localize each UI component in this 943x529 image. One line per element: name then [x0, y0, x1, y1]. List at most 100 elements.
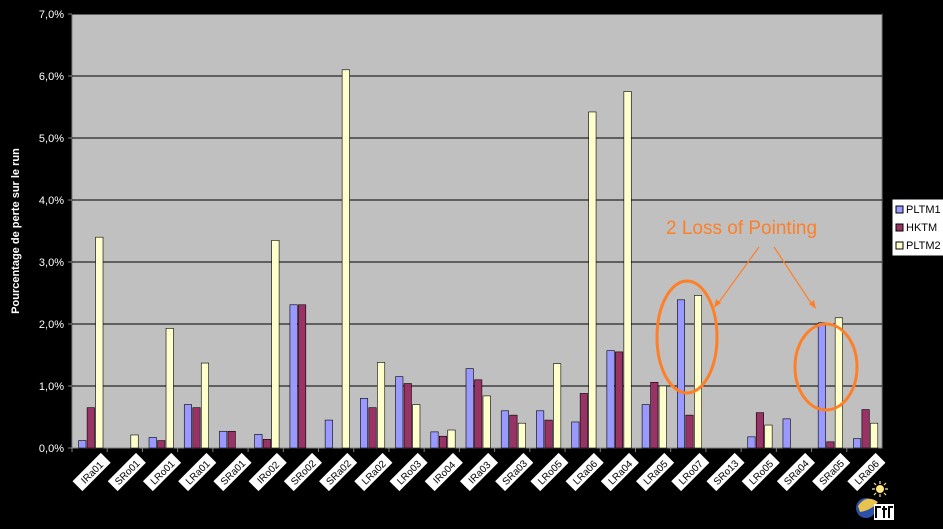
x-category-label-bg [107, 452, 146, 492]
bar-hktm-ira01 [86, 407, 95, 449]
bar-pltm2-lra02 [377, 362, 386, 449]
bar-pltm1-lra05 [641, 404, 650, 449]
annotation-arrow-left [716, 246, 760, 306]
annotation-arrowhead-left [714, 299, 721, 308]
bar-pltm2-ira03 [482, 395, 491, 449]
bar-pltm1-lro05 [747, 436, 756, 449]
bar-hktm-lra06 [861, 409, 870, 449]
y-tick-label: 1,0% [39, 381, 64, 393]
bar-hktm-lro07 [685, 414, 694, 449]
legend-label-pltm1: PLTM1 [906, 204, 941, 216]
bar-hktm-lra06 [579, 393, 588, 449]
bar-hktm-lro05 [544, 419, 553, 449]
bar-hktm-lro05 [755, 412, 764, 449]
bar-pltm1-lra01 [183, 404, 192, 449]
bar-pltm2-lro05 [764, 424, 773, 449]
bar-pltm1-sra01 [219, 430, 228, 449]
x-category-label: LRo05 [530, 452, 569, 492]
x-category-label-bg [459, 452, 499, 492]
bar-pltm2-ira01 [95, 236, 104, 449]
bar-pltm2-lra06 [588, 111, 597, 449]
bar-hktm-lra01 [192, 407, 201, 449]
cnrs-logo [856, 481, 894, 520]
x-category-label-bg [142, 452, 182, 492]
bar-pltm1-ira03 [465, 368, 474, 449]
x-category-label: SRa05 [812, 452, 851, 492]
y-axis-ticks: 0,0% 1,0% 2,0% 3,0% 4,0% 5,0% 6,0% 7,0% [39, 9, 72, 455]
bar-pltm1-ira01 [78, 440, 87, 449]
x-category-label: SRa01 [213, 452, 252, 492]
bars [78, 69, 879, 449]
legend-swatch-hktm [895, 223, 904, 232]
bar-pltm2-lro01 [165, 328, 174, 449]
x-category-label-bg [635, 452, 675, 492]
x-category-label-bg [283, 452, 323, 492]
x-category-label: IRa03 [459, 452, 499, 492]
x-category-label-bg [213, 452, 252, 492]
y-axis-label: Pourcentage de perte sur le run [10, 148, 22, 314]
x-category-label: SRo13 [706, 452, 745, 492]
bar-pltm1-lro07 [677, 299, 686, 449]
x-category-label-bg [319, 452, 358, 492]
annotation-arrow-right [773, 246, 814, 307]
loss-of-pointing-annotation: 2 Loss of Pointing [655, 218, 859, 412]
bar-pltm2-iro02 [271, 240, 280, 449]
bar-hktm-ira03 [474, 379, 483, 449]
x-category-label: LRa02 [354, 452, 393, 492]
x-category-label-bg [72, 452, 111, 492]
y-tick-label: 6,0% [39, 71, 64, 83]
annotation-circle-right [793, 322, 859, 412]
x-category-label: SRo01 [107, 452, 146, 492]
legend-swatch-pltm2 [895, 241, 904, 250]
legend-label-pltm2: PLTM2 [906, 240, 941, 252]
x-category-label: SRo02 [283, 452, 323, 492]
x-axis-categories: IRa01 SRo01 LRo01 LRa01 SRa01 IRo02 SRo02 SRa02… [71, 448, 886, 492]
x-category-label: IRo02 [248, 452, 287, 492]
bar-pltm2-sro01 [130, 434, 139, 449]
bar-hktm-lra04 [615, 351, 624, 449]
bar-hktm-iro02 [262, 439, 271, 449]
x-category-label-bg [389, 452, 428, 492]
bar-pltm1-lro01 [148, 437, 157, 449]
bar-pltm1-sra04 [782, 418, 791, 449]
bar-pltm2-lra01 [200, 362, 209, 449]
bar-pltm1-iro02 [254, 434, 263, 449]
bar-hktm-sro02 [298, 304, 307, 449]
annotation-arrowhead-right [809, 300, 816, 309]
bar-hktm-iro04 [438, 435, 447, 449]
bar-hktm-sra01 [227, 430, 236, 449]
x-category-label-bg [671, 452, 710, 492]
bar-pltm2-lra05 [658, 385, 667, 449]
x-category-label: LRo03 [389, 452, 428, 492]
bar-pltm1-iro04 [430, 431, 439, 449]
x-category-label-bg [248, 452, 287, 492]
x-category-label: LRo07 [671, 452, 710, 492]
x-category-label-bg [812, 452, 851, 492]
x-category-label-bg [706, 452, 745, 492]
x-category-label-bg [847, 452, 886, 492]
bar-pltm1-sro02 [289, 304, 298, 449]
x-category-label: LRo01 [142, 452, 182, 492]
bar-pltm2-sra05 [834, 317, 843, 449]
x-category-label: LRa04 [600, 452, 639, 492]
y-tick-label: 4,0% [39, 195, 64, 207]
x-category-label: LRa05 [635, 452, 675, 492]
x-category-label-bg [354, 452, 393, 492]
y-tick-label: 0,0% [39, 443, 64, 455]
x-category-label-bg [495, 452, 534, 492]
bar-pltm1-lra04 [606, 350, 615, 449]
x-category-label: LRo05 [741, 452, 780, 492]
annotation-text: 2 Loss of Pointing [666, 218, 817, 239]
x-category-label-bg [741, 452, 780, 492]
bar-hktm-lro01 [157, 440, 166, 449]
x-category-label-bg [424, 452, 463, 492]
x-category-label-bg [178, 452, 217, 492]
y-tick-label: 2,0% [39, 319, 64, 331]
bar-pltm2-lro05 [553, 363, 562, 449]
bar-pltm1-lra02 [360, 398, 369, 449]
bar-pltm1-lra06 [853, 438, 862, 449]
bar-pltm2-sra03 [517, 422, 526, 449]
y-tick-label: 5,0% [39, 133, 64, 145]
legend: PLTM1 HKTM PLTM2 [891, 198, 943, 257]
